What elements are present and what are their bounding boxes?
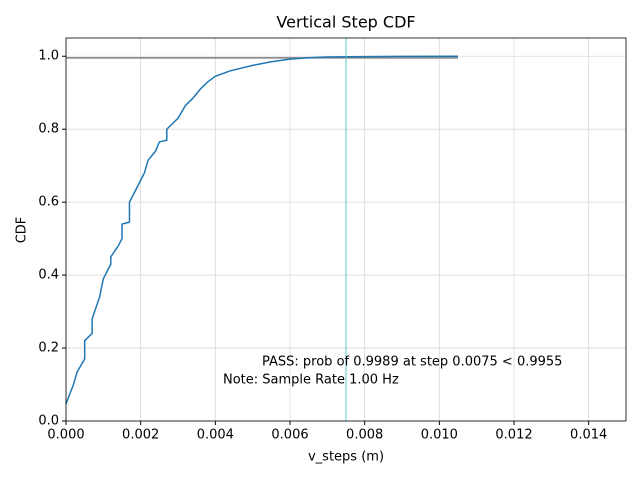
x-axis-label: v_steps (m) (308, 450, 384, 465)
x-tick-label: 0.010 (421, 428, 458, 443)
x-tick-label: 0.014 (570, 428, 607, 443)
cdf-line (65, 55, 459, 405)
x-tick-label: 0.006 (271, 428, 308, 443)
annotation: PASS: prob of 0.9989 at step 0.0075 < 0.… (262, 355, 562, 370)
y-tick-label: 0.8 (38, 122, 59, 137)
x-tick-label: 0.004 (197, 428, 234, 443)
x-tick-label: 0.002 (122, 428, 159, 443)
y-tick-label: 0.2 (38, 341, 59, 356)
y-tick-label: 0.4 (38, 268, 59, 283)
y-tick-label: 0.6 (38, 195, 59, 210)
plot-frame (65, 37, 627, 422)
x-tick-label: 0.000 (47, 428, 84, 443)
y-axis-label: CDF (15, 217, 30, 244)
x-tick-label: 0.012 (495, 428, 532, 443)
chart-title: Vertical Step CDF (276, 13, 415, 32)
y-tick-label: 0.0 (38, 414, 59, 429)
y-tick-label: 1.0 (38, 49, 59, 64)
x-tick-label: 0.008 (346, 428, 383, 443)
annotation: Note: Sample Rate 1.00 Hz (223, 373, 399, 388)
